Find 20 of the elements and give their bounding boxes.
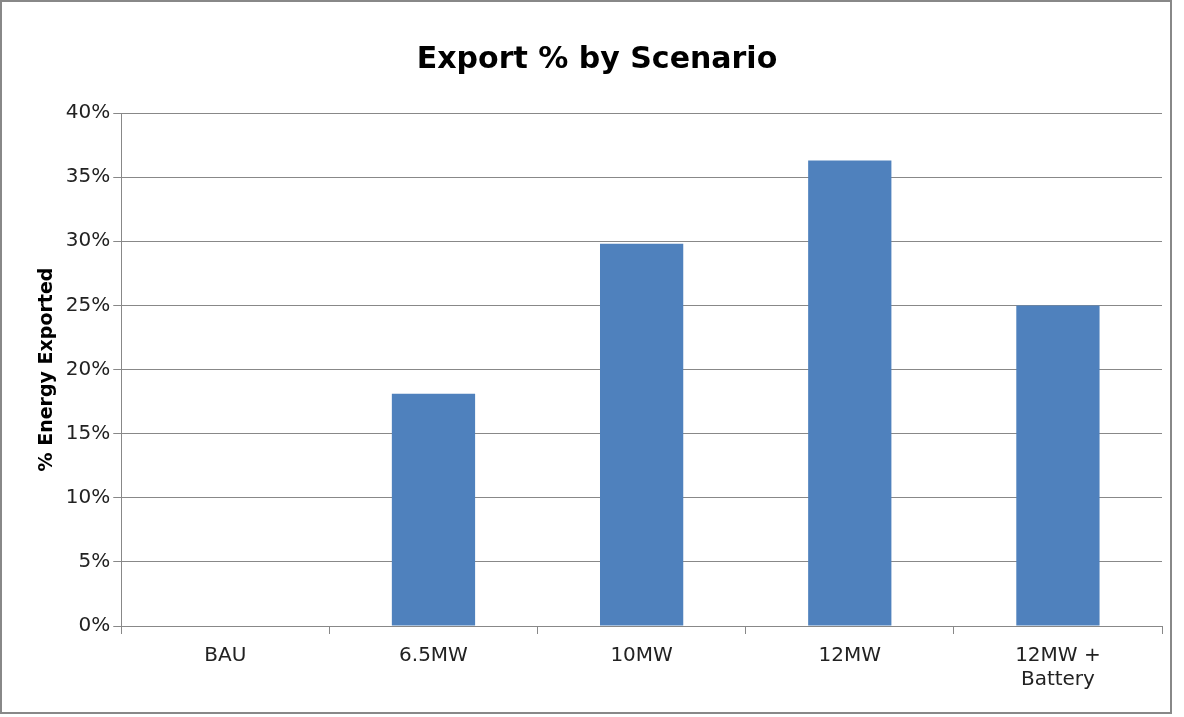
bar — [391, 393, 476, 626]
x-tick-label: BAU — [204, 642, 247, 667]
y-tick-label: 5% — [78, 548, 111, 573]
y-tick-label: 25% — [65, 291, 111, 316]
x-tick-label: 10MW — [610, 642, 674, 667]
y-tick-label: 15% — [65, 419, 111, 444]
y-tick-label: 35% — [65, 163, 111, 188]
y-tick-label: 20% — [65, 355, 111, 380]
chart-title: Export % by Scenario — [416, 39, 778, 75]
bar — [1016, 305, 1100, 626]
y-axis-title: % Energy Exported — [34, 267, 57, 472]
x-tick-label: 6.5MW — [399, 642, 469, 667]
x-tick-label: 12MW + Battery — [1015, 642, 1101, 691]
bar — [600, 243, 684, 626]
y-tick-label: 0% — [78, 612, 111, 637]
x-tick-label: 12MW — [818, 642, 882, 667]
y-tick-label: 40% — [65, 99, 111, 124]
y-tick-label: 30% — [65, 227, 111, 252]
bar — [808, 160, 892, 626]
y-tick-label: 10% — [65, 483, 111, 508]
